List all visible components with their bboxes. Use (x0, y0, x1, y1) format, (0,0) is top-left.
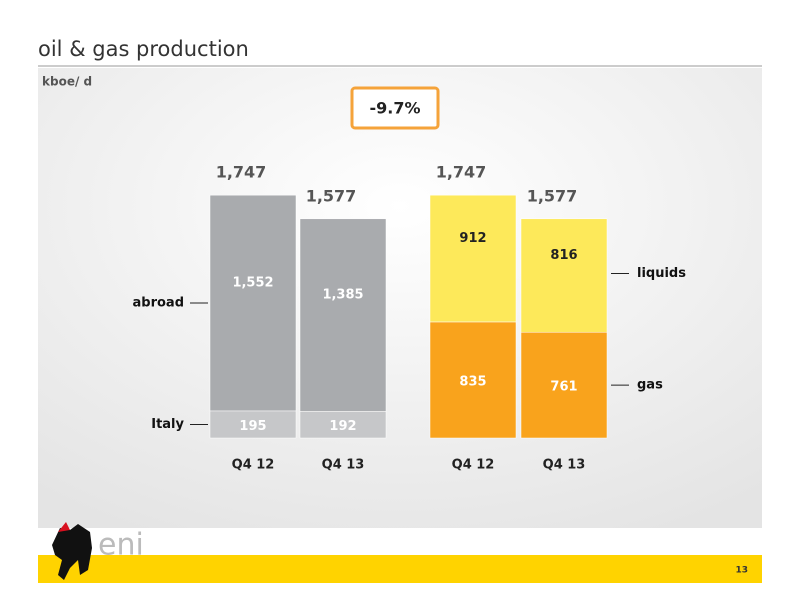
total-label: 1,747 (436, 163, 487, 182)
x-tick-label: Q4 13 (543, 458, 586, 473)
change-label: -9.7% (369, 99, 420, 118)
bar-segment (299, 218, 387, 412)
bar-segment (299, 411, 387, 439)
value-label: 835 (459, 374, 486, 389)
value-label: 192 (329, 419, 356, 434)
x-tick-label: Q4 12 (232, 458, 275, 473)
total-label: 1,577 (527, 186, 578, 205)
unit-label: kboe/ d (42, 75, 92, 89)
logo-text: eni (98, 528, 144, 563)
value-label: 1,552 (232, 276, 273, 291)
logo-dog (52, 524, 92, 580)
logo-flame (58, 522, 70, 532)
value-label: 816 (550, 248, 577, 263)
value-label: 761 (550, 380, 577, 395)
x-tick-label: Q4 12 (452, 458, 495, 473)
value-label: 195 (239, 419, 266, 434)
total-label: 1,747 (216, 163, 267, 182)
bar-segment (520, 218, 608, 333)
value-label: 1,385 (322, 288, 363, 303)
legend-label: Italy (151, 417, 184, 432)
legend-label: abroad (133, 296, 185, 311)
legend-label: liquids (637, 266, 686, 281)
panel (38, 68, 762, 528)
x-tick-label: Q4 13 (322, 458, 365, 473)
bar-segment (429, 194, 517, 323)
legend-label: gas (637, 378, 663, 393)
change-badge (350, 86, 440, 130)
bar-segment (209, 194, 297, 412)
slide-title: oil & gas production (38, 37, 249, 61)
footer-band (38, 555, 762, 583)
value-label: 912 (459, 231, 486, 246)
page-number: 13 (735, 566, 748, 576)
total-label: 1,577 (306, 186, 357, 205)
